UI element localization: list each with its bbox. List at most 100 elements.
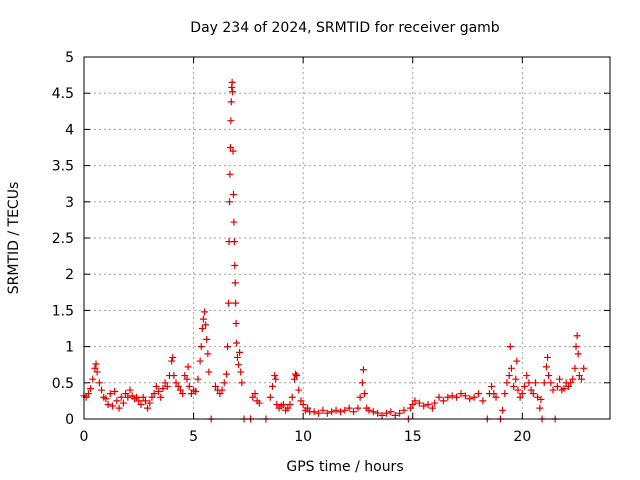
data-point bbox=[229, 88, 237, 96]
data-point bbox=[168, 357, 176, 365]
data-point bbox=[84, 390, 92, 398]
data-point bbox=[506, 343, 514, 351]
data-point bbox=[571, 364, 579, 372]
data-point bbox=[319, 406, 327, 414]
data-point bbox=[218, 386, 226, 394]
data-point bbox=[365, 406, 373, 414]
data-point bbox=[141, 397, 149, 405]
data-point bbox=[288, 393, 296, 401]
data-point bbox=[236, 348, 244, 356]
data-point bbox=[271, 372, 279, 380]
data-point bbox=[169, 353, 177, 361]
data-point bbox=[113, 397, 121, 405]
data-point bbox=[556, 375, 564, 383]
data-point bbox=[266, 393, 274, 401]
data-point bbox=[227, 117, 235, 125]
data-point bbox=[391, 411, 399, 419]
data-point bbox=[567, 379, 575, 387]
data-point bbox=[249, 393, 257, 401]
data-point bbox=[104, 401, 112, 409]
data-point bbox=[435, 393, 443, 401]
data-point bbox=[98, 386, 106, 394]
data-point bbox=[505, 372, 513, 380]
data-point bbox=[492, 393, 500, 401]
data-point bbox=[95, 379, 103, 387]
data-point bbox=[227, 98, 235, 106]
x-tick-label: 15 bbox=[404, 429, 422, 445]
data-point bbox=[144, 404, 152, 412]
data-point bbox=[439, 397, 447, 405]
x-tick-label: 10 bbox=[294, 429, 312, 445]
data-point bbox=[230, 218, 238, 226]
data-point bbox=[540, 379, 548, 387]
data-point bbox=[106, 390, 114, 398]
data-point bbox=[553, 382, 561, 390]
data-point bbox=[475, 390, 482, 398]
x-tick-label: 20 bbox=[513, 429, 531, 445]
data-point bbox=[358, 379, 366, 387]
data-point bbox=[304, 404, 312, 412]
data-point bbox=[273, 401, 281, 409]
data-point bbox=[268, 382, 276, 390]
data-point bbox=[428, 404, 436, 412]
data-point bbox=[146, 399, 154, 407]
data-point bbox=[163, 382, 171, 390]
data-point bbox=[192, 387, 200, 395]
data-point bbox=[420, 402, 428, 410]
y-tick-label: 3.5 bbox=[52, 159, 74, 175]
data-point bbox=[527, 386, 535, 394]
data-point bbox=[523, 372, 531, 380]
data-point bbox=[299, 401, 307, 409]
data-point bbox=[315, 409, 323, 417]
data-point bbox=[199, 315, 207, 323]
data-point bbox=[108, 402, 116, 410]
data-point bbox=[323, 409, 331, 417]
data-point bbox=[198, 325, 206, 332]
data-point bbox=[212, 382, 219, 390]
data-point bbox=[229, 191, 237, 199]
data-point bbox=[359, 366, 367, 374]
data-point bbox=[148, 393, 156, 401]
x-tick-label: 0 bbox=[80, 429, 89, 445]
data-point bbox=[453, 393, 461, 401]
data-point bbox=[152, 382, 160, 390]
data-point bbox=[251, 390, 259, 398]
data-point bbox=[290, 375, 298, 383]
data-point bbox=[135, 397, 143, 405]
data-point bbox=[470, 393, 478, 401]
data-point bbox=[564, 382, 572, 390]
data-point bbox=[345, 404, 353, 412]
data-point bbox=[226, 144, 234, 151]
data-point bbox=[580, 364, 588, 372]
data-point bbox=[572, 343, 580, 351]
data-point bbox=[332, 406, 340, 414]
data-point bbox=[231, 262, 239, 270]
data-point bbox=[378, 411, 386, 419]
data-point bbox=[137, 401, 145, 409]
data-point bbox=[255, 399, 263, 407]
data-point bbox=[225, 299, 233, 307]
y-tick-label: 4.5 bbox=[52, 86, 74, 102]
y-tick-label: 5 bbox=[65, 50, 74, 66]
data-point bbox=[93, 368, 101, 376]
data-point bbox=[205, 368, 213, 376]
data-point bbox=[547, 379, 555, 387]
data-point bbox=[179, 390, 187, 398]
data-point bbox=[216, 390, 224, 398]
data-point bbox=[235, 361, 243, 369]
y-tick-label: 2.5 bbox=[52, 231, 74, 247]
data-point bbox=[374, 409, 382, 417]
data-point bbox=[204, 350, 212, 358]
data-point bbox=[544, 353, 552, 361]
data-point bbox=[400, 406, 408, 414]
data-point bbox=[387, 408, 395, 416]
y-tick-label: 3 bbox=[65, 195, 74, 211]
data-point bbox=[490, 390, 498, 398]
data-point bbox=[238, 379, 246, 387]
data-point bbox=[220, 379, 228, 387]
data-point bbox=[237, 368, 245, 376]
data-point bbox=[222, 370, 230, 378]
data-point bbox=[185, 382, 193, 390]
data-point bbox=[92, 360, 100, 368]
data-point bbox=[560, 385, 568, 393]
